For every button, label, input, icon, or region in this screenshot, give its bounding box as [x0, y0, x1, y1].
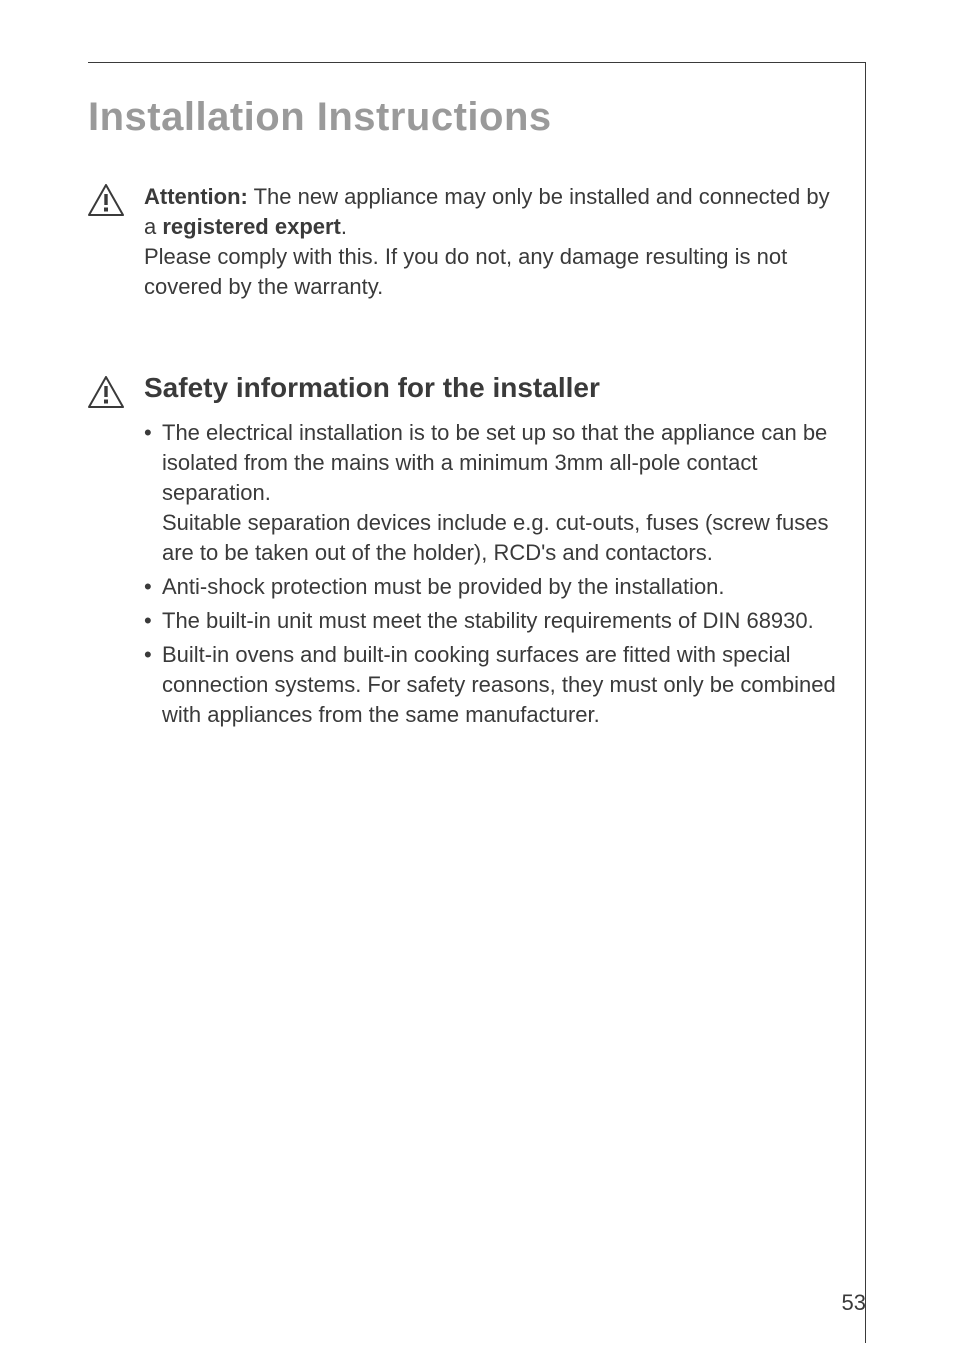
attention-block: Attention: The new appliance may only be…: [88, 182, 838, 302]
list-item: Anti-shock protection must be provided b…: [144, 572, 838, 602]
attention-line1b: .: [341, 214, 347, 239]
bullet-subtext: Suitable separation devices include e.g.…: [162, 508, 838, 568]
attention-label: Attention:: [144, 184, 248, 209]
attention-paragraph: Attention: The new appliance may only be…: [144, 182, 838, 302]
icon-column: [88, 182, 144, 216]
attention-text: Attention: The new appliance may only be…: [144, 182, 838, 302]
safety-block: Safety information for the installer The…: [88, 372, 838, 734]
icon-column: [88, 372, 144, 408]
list-item: Built-in ovens and built-in cooking surf…: [144, 640, 838, 730]
bullet-text: The built-in unit must meet the stabilit…: [162, 608, 814, 633]
page-number: 53: [842, 1290, 866, 1316]
list-item: The electrical installation is to be set…: [144, 418, 838, 568]
bullet-text: Built-in ovens and built-in cooking surf…: [162, 642, 836, 727]
attention-line2: Please comply with this. If you do not, …: [144, 242, 838, 302]
page-content: Installation Instructions Attention: The…: [88, 63, 866, 734]
bullet-text: Anti-shock protection must be provided b…: [162, 574, 725, 599]
safety-text: Safety information for the installer The…: [144, 372, 838, 734]
vertical-rule: [865, 63, 867, 1343]
attention-bold2: registered expert: [162, 214, 341, 239]
warning-triangle-icon: [88, 376, 124, 408]
safety-bullets: The electrical installation is to be set…: [144, 418, 838, 730]
warning-triangle-icon: [88, 184, 124, 216]
section-gap: [88, 302, 838, 372]
list-item: The built-in unit must meet the stabilit…: [144, 606, 838, 636]
page-title: Installation Instructions: [88, 95, 838, 140]
page-frame: Installation Instructions Attention: The…: [88, 62, 866, 1352]
safety-title: Safety information for the installer: [144, 372, 838, 404]
bullet-text: The electrical installation is to be set…: [162, 420, 827, 505]
